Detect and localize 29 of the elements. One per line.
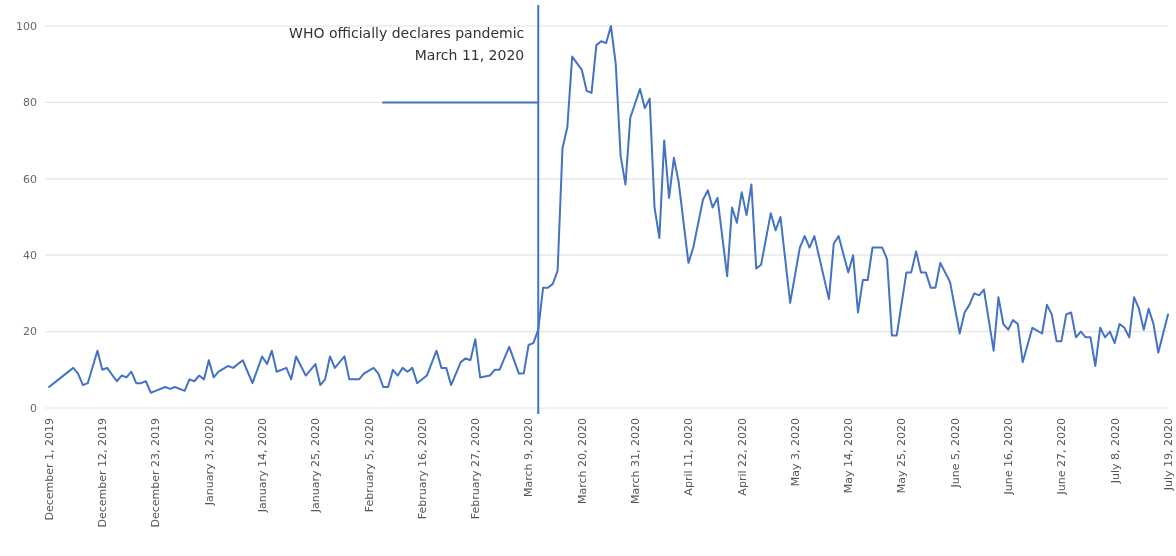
y-tick-label: 40 bbox=[23, 249, 37, 263]
y-tick-label: 100 bbox=[16, 19, 37, 33]
y-tick-label: 60 bbox=[23, 172, 37, 186]
x-tick-label: December 23, 2019 bbox=[149, 418, 163, 528]
x-tick-label: June 5, 2020 bbox=[948, 418, 962, 489]
x-tick-label: March 20, 2020 bbox=[575, 418, 589, 505]
x-tick-label: February 27, 2020 bbox=[469, 418, 483, 520]
x-tick-label: December 12, 2019 bbox=[96, 418, 110, 528]
x-tick-label: January 25, 2020 bbox=[309, 418, 323, 514]
y-tick-label: 0 bbox=[30, 401, 37, 415]
x-tick-label: May 3, 2020 bbox=[788, 418, 802, 487]
x-tick-label: January 3, 2020 bbox=[202, 418, 216, 507]
y-tick-label: 20 bbox=[23, 325, 37, 339]
x-tick-label: January 14, 2020 bbox=[255, 418, 269, 514]
x-tick-label: February 5, 2020 bbox=[362, 418, 376, 513]
x-tick-label: April 11, 2020 bbox=[682, 418, 696, 496]
x-tick-label: July 8, 2020 bbox=[1108, 418, 1122, 485]
y-tick-label: 80 bbox=[23, 96, 37, 110]
ref-line-label: WHO officially declares pandemic March 11, 2020 bbox=[289, 25, 525, 63]
x-tick-label: June 16, 2020 bbox=[1001, 418, 1015, 496]
x-tick-label: April 22, 2020 bbox=[735, 418, 749, 496]
x-tick-label: February 16, 2020 bbox=[415, 418, 429, 520]
x-tick-label: March 9, 2020 bbox=[522, 418, 536, 498]
x-tick-label: May 14, 2020 bbox=[842, 418, 856, 494]
x-tick-label: March 31, 2020 bbox=[628, 418, 642, 505]
x-tick-label: July 19, 2020 bbox=[1161, 418, 1175, 492]
x-tick-label: June 27, 2020 bbox=[1055, 418, 1069, 496]
x-tick-label: May 25, 2020 bbox=[895, 418, 909, 494]
x-tick-label: December 1, 2019 bbox=[42, 418, 56, 521]
